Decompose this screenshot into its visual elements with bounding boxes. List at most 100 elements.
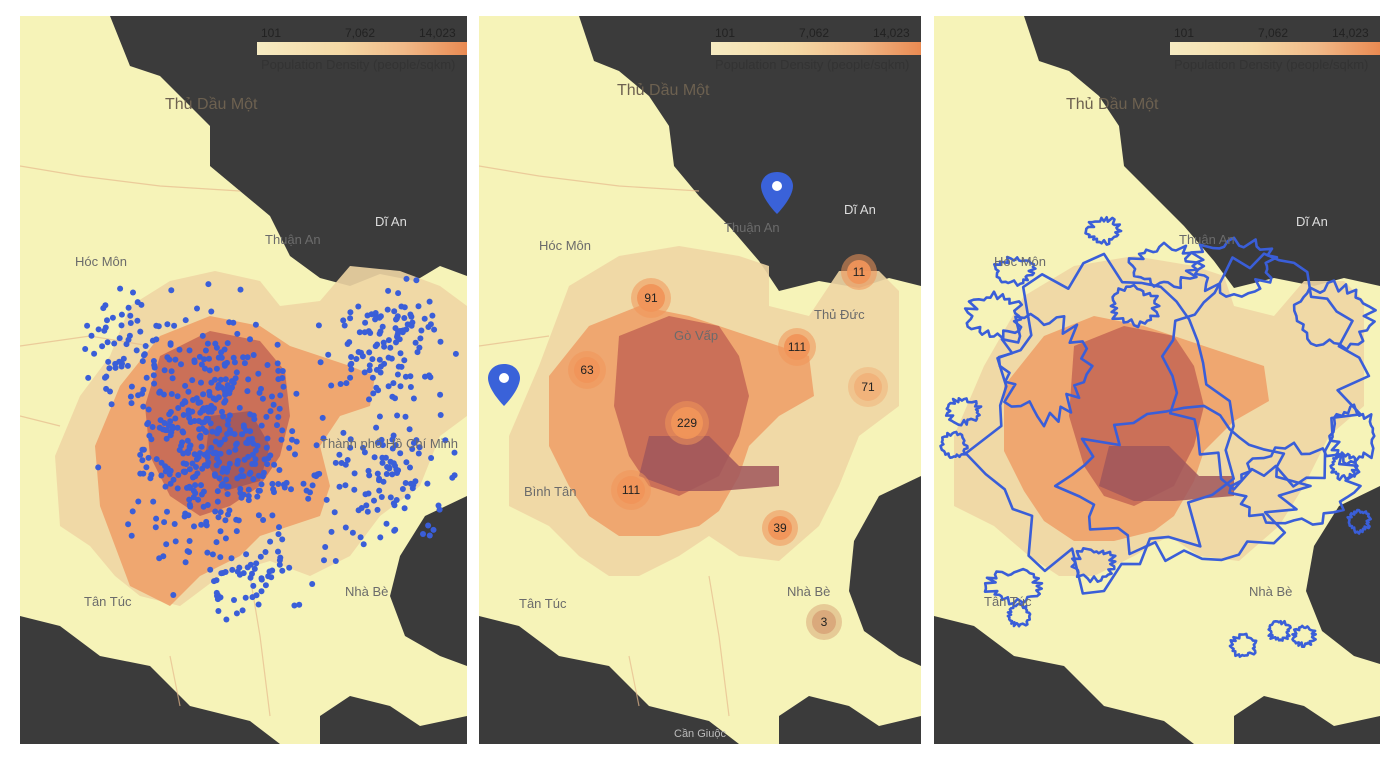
location-point[interactable]: [340, 317, 347, 324]
location-point[interactable]: [233, 441, 239, 448]
location-point[interactable]: [150, 372, 157, 379]
contour-line[interactable]: [1084, 216, 1123, 246]
location-point[interactable]: [232, 375, 239, 382]
location-point[interactable]: [203, 429, 209, 436]
location-point[interactable]: [171, 521, 178, 527]
location-point[interactable]: [451, 449, 458, 456]
contour-line[interactable]: [1329, 451, 1359, 481]
location-point[interactable]: [233, 528, 240, 535]
location-point[interactable]: [296, 601, 303, 608]
location-point[interactable]: [346, 339, 353, 346]
location-point[interactable]: [175, 472, 182, 478]
location-point[interactable]: [157, 417, 164, 424]
location-point[interactable]: [276, 467, 283, 473]
location-point[interactable]: [186, 538, 193, 544]
location-point[interactable]: [211, 578, 217, 585]
location-point[interactable]: [332, 459, 339, 466]
location-point[interactable]: [311, 472, 318, 479]
location-point[interactable]: [224, 421, 231, 428]
location-point[interactable]: [108, 401, 115, 408]
location-point[interactable]: [250, 352, 257, 358]
location-point[interactable]: [245, 486, 252, 493]
location-point[interactable]: [174, 424, 181, 431]
location-point[interactable]: [171, 322, 178, 329]
location-point[interactable]: [251, 416, 258, 423]
location-point[interactable]: [109, 314, 116, 321]
location-point[interactable]: [200, 405, 207, 412]
location-point[interactable]: [275, 414, 282, 420]
location-point[interactable]: [139, 457, 146, 464]
location-point[interactable]: [214, 455, 221, 462]
location-point[interactable]: [222, 376, 229, 383]
location-point[interactable]: [158, 472, 165, 479]
location-point[interactable]: [389, 471, 396, 478]
location-point[interactable]: [264, 435, 271, 442]
location-point[interactable]: [351, 470, 358, 477]
location-point[interactable]: [234, 330, 241, 337]
location-point[interactable]: [133, 347, 140, 354]
location-point[interactable]: [222, 517, 229, 524]
location-point[interactable]: [413, 277, 420, 284]
location-point[interactable]: [217, 509, 224, 516]
location-point[interactable]: [135, 498, 142, 505]
location-point[interactable]: [280, 481, 287, 488]
location-point[interactable]: [181, 513, 188, 520]
location-point[interactable]: [449, 474, 456, 481]
location-point[interactable]: [258, 422, 265, 429]
location-point[interactable]: [300, 480, 307, 487]
location-point[interactable]: [95, 326, 102, 333]
location-point[interactable]: [279, 427, 286, 434]
location-point[interactable]: [427, 321, 434, 328]
location-point[interactable]: [395, 290, 402, 297]
location-point[interactable]: [137, 470, 144, 477]
location-point[interactable]: [164, 354, 171, 361]
contour-line[interactable]: [1291, 624, 1317, 648]
location-point[interactable]: [392, 526, 399, 533]
location-point[interactable]: [355, 349, 362, 355]
location-point[interactable]: [239, 431, 245, 438]
location-point[interactable]: [234, 460, 241, 467]
location-point[interactable]: [366, 349, 373, 356]
location-point[interactable]: [204, 549, 211, 556]
location-point[interactable]: [412, 478, 419, 485]
location-point[interactable]: [357, 534, 364, 541]
location-point[interactable]: [292, 451, 298, 458]
location-point[interactable]: [394, 412, 401, 419]
contour-line[interactable]: [997, 312, 1094, 428]
location-point[interactable]: [151, 362, 158, 369]
location-point[interactable]: [391, 502, 398, 509]
location-point[interactable]: [252, 321, 259, 328]
location-point[interactable]: [378, 494, 385, 500]
location-point[interactable]: [211, 471, 218, 478]
location-point[interactable]: [175, 405, 182, 411]
location-point[interactable]: [366, 396, 372, 403]
location-point[interactable]: [336, 451, 343, 458]
location-point[interactable]: [392, 442, 399, 449]
location-point[interactable]: [288, 486, 294, 493]
location-point[interactable]: [289, 428, 296, 435]
location-point[interactable]: [401, 304, 408, 311]
location-point[interactable]: [214, 488, 221, 495]
location-point[interactable]: [156, 424, 163, 431]
location-point[interactable]: [102, 374, 108, 381]
location-point[interactable]: [153, 322, 160, 329]
location-point[interactable]: [215, 382, 222, 388]
location-point[interactable]: [421, 315, 428, 322]
location-point[interactable]: [176, 346, 183, 353]
location-point[interactable]: [360, 541, 367, 548]
location-point[interactable]: [192, 490, 199, 497]
location-point[interactable]: [127, 320, 134, 326]
map-panel-points[interactable]: 101 7,062 14,023 Population Density (peo…: [20, 16, 467, 744]
location-point[interactable]: [263, 444, 270, 451]
location-point[interactable]: [218, 354, 225, 361]
location-point[interactable]: [417, 335, 424, 342]
location-point[interactable]: [202, 347, 209, 354]
cluster-marker[interactable]: 3: [806, 604, 842, 640]
location-point[interactable]: [426, 298, 433, 305]
location-point[interactable]: [343, 380, 350, 387]
contour-line[interactable]: [993, 255, 1037, 287]
location-point[interactable]: [243, 551, 250, 558]
location-point[interactable]: [232, 446, 239, 453]
location-point[interactable]: [198, 482, 204, 489]
